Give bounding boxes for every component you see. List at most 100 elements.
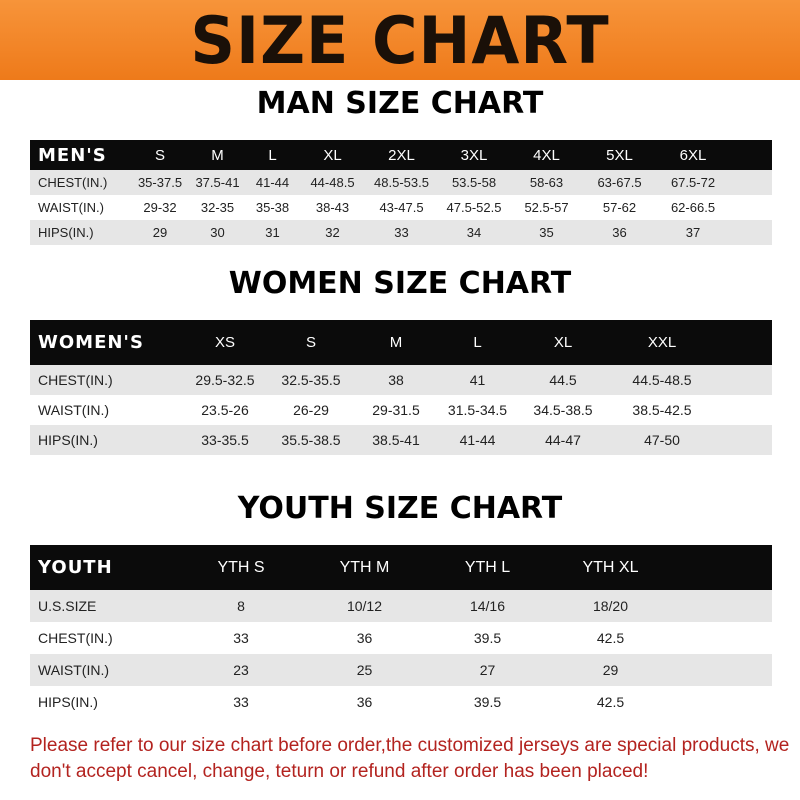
table-cell: 18/20 <box>592 598 629 614</box>
table-cell: 29-31.5 <box>372 402 420 418</box>
main-title: SIZE CHART <box>190 1 610 79</box>
table-cell: 47-50 <box>644 432 680 448</box>
table-row: HIPS(IN.) 33 36 39.5 42.5 <box>30 686 772 718</box>
table-row: WAIST(IN.) 23.5-26 26-29 29-31.5 31.5-34.5 34… <box>30 395 772 425</box>
table-cell: 4XL <box>533 146 560 164</box>
table-cell: L <box>473 334 482 351</box>
table-cell: 41-44 <box>255 175 290 190</box>
table-cell: 67.5-72 <box>670 175 716 190</box>
table-row: WAIST(IN.) 23 25 27 29 <box>30 654 772 686</box>
table-cell: 31 <box>265 225 280 240</box>
table-cell: 42.5 <box>596 694 625 710</box>
table-cell: 29 <box>152 225 168 240</box>
table-cell: 34.5-38.5 <box>533 402 593 418</box>
table-cell: YTH L <box>464 558 511 576</box>
table-cell: 44-47 <box>545 432 581 448</box>
youth-section-title: YOUTH SIZE CHART <box>237 491 563 526</box>
table-row: CHEST(IN.) 29.5-32.5 32.5-35.5 38 41 44.5 44.5… <box>30 365 772 395</box>
table-cell: 31.5-34.5 <box>447 402 508 418</box>
table-cell: 29.5-32.5 <box>195 372 255 388</box>
table-cell: 23.5-26 <box>201 402 249 418</box>
table-header-row: YOUTH YTH S YTH M YTH L YTH XL <box>30 545 772 590</box>
table-cell: 38.5-42.5 <box>632 402 692 418</box>
table-cell: 35.5-38.5 <box>281 432 341 448</box>
table-cell: 44.5 <box>549 372 577 388</box>
table-cell: L <box>268 146 277 164</box>
table-cell: 33-35.5 <box>201 432 249 448</box>
table-cell: 63-67.5 <box>597 175 642 190</box>
table-cell: 44-48.5 <box>310 175 355 190</box>
table-cell: 53.5-58 <box>451 175 497 190</box>
table-cell: YTH M <box>339 558 390 576</box>
table-cell: 41-44 <box>459 432 496 448</box>
table-cell: 26-29 <box>293 402 329 418</box>
table-cell: 33 <box>394 225 409 240</box>
table-cell: 6XL <box>679 146 707 164</box>
table-cell: 23 <box>233 662 249 678</box>
table-cell: 62-66.5 <box>670 200 716 215</box>
table-cell: S <box>154 146 165 164</box>
table-cell: 10/12 <box>346 598 383 614</box>
table-cell: 5XL <box>606 146 633 164</box>
table-cell: 35-38 <box>255 200 290 215</box>
table-cell: 32.5-35.5 <box>281 372 341 388</box>
table-cell: 33 <box>233 630 249 646</box>
row-label: CHEST(IN.) <box>38 372 113 388</box>
table-cell: 25 <box>356 662 373 678</box>
table-cell: 29 <box>602 662 619 678</box>
table-cell: 30 <box>210 225 225 240</box>
women-section-title: WOMEN SIZE CHART <box>228 266 572 301</box>
table-cell: 3XL <box>460 146 488 164</box>
row-label: YOUTH <box>38 557 113 578</box>
table-cell: 36 <box>356 630 373 646</box>
table-row: CHEST(IN.) 35-37.5 37.5-41 41-44 44-48.5 48.5… <box>30 170 772 195</box>
table-cell: 52.5-57 <box>524 200 569 215</box>
table-cell: 36 <box>356 694 373 710</box>
men-section-title: MAN SIZE CHART <box>256 86 544 121</box>
table-header-row: WOMEN'S XS S M L XL XXL <box>30 320 772 365</box>
table-cell: XL <box>553 334 573 351</box>
table-cell: 35-37.5 <box>137 175 183 190</box>
table-cell: 33 <box>233 694 249 710</box>
table-cell: 36 <box>612 225 627 240</box>
table-cell: 38-43 <box>315 200 350 215</box>
table-cell: XL <box>323 146 342 164</box>
table-row: HIPS(IN.) 33-35.5 35.5-38.5 38.5-41 41-44 44-… <box>30 425 772 455</box>
table-cell: 47.5-52.5 <box>446 200 502 215</box>
row-label: WAIST(IN.) <box>38 662 110 678</box>
table-row: CHEST(IN.) 33 36 39.5 42.5 <box>30 622 772 654</box>
table-cell: 27 <box>479 662 496 678</box>
table-cell: S <box>305 334 316 351</box>
title-banner: SIZE CHART <box>0 0 800 80</box>
table-cell: YTH XL <box>582 558 639 576</box>
table-cell: 32 <box>325 225 340 240</box>
youth-size-table: YOUTH YTH S YTH M YTH L YTH XL U.S.SIZE 8 10/12… <box>30 545 772 718</box>
table-cell: 32-35 <box>200 200 235 215</box>
table-cell: XXL <box>647 334 677 351</box>
table-cell: 48.5-53.5 <box>374 175 429 190</box>
row-label: HIPS(IN.) <box>38 432 98 448</box>
table-cell: 35 <box>539 225 554 240</box>
table-cell: 58-63 <box>529 175 564 190</box>
row-label: WOMEN'S <box>38 332 144 353</box>
row-label: CHEST(IN.) <box>38 175 108 190</box>
table-cell: 57-62 <box>602 200 637 215</box>
row-label: HIPS(IN.) <box>38 694 98 710</box>
row-label: U.S.SIZE <box>38 598 97 614</box>
table-cell: 38 <box>388 372 404 388</box>
table-cell: 43-47.5 <box>379 200 424 215</box>
table-cell: 2XL <box>388 146 415 164</box>
women-size-table: WOMEN'S XS S M L XL XXL CHEST(IN.) 29.5-32.5 32.5… <box>30 320 772 455</box>
table-row: WAIST(IN.) 29-32 32-35 35-38 38-43 43-47.5 47.… <box>30 195 772 220</box>
table-cell: 39.5 <box>473 694 502 710</box>
row-label: WAIST(IN.) <box>38 402 110 418</box>
table-cell: 37 <box>685 225 701 240</box>
order-notice: Please refer to our size chart before or… <box>30 735 790 782</box>
table-cell: XS <box>214 334 235 351</box>
row-label: HIPS(IN.) <box>38 225 94 240</box>
table-cell: 34 <box>466 225 482 240</box>
table-cell: 38.5-41 <box>372 432 420 448</box>
table-cell: 39.5 <box>473 630 502 646</box>
row-label: CHEST(IN.) <box>38 630 113 646</box>
table-cell: 44.5-48.5 <box>632 372 692 388</box>
